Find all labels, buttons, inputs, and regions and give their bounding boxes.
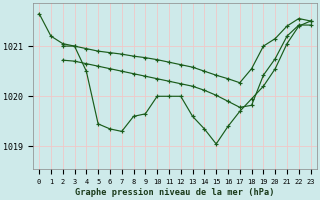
- X-axis label: Graphe pression niveau de la mer (hPa): Graphe pression niveau de la mer (hPa): [75, 188, 275, 197]
